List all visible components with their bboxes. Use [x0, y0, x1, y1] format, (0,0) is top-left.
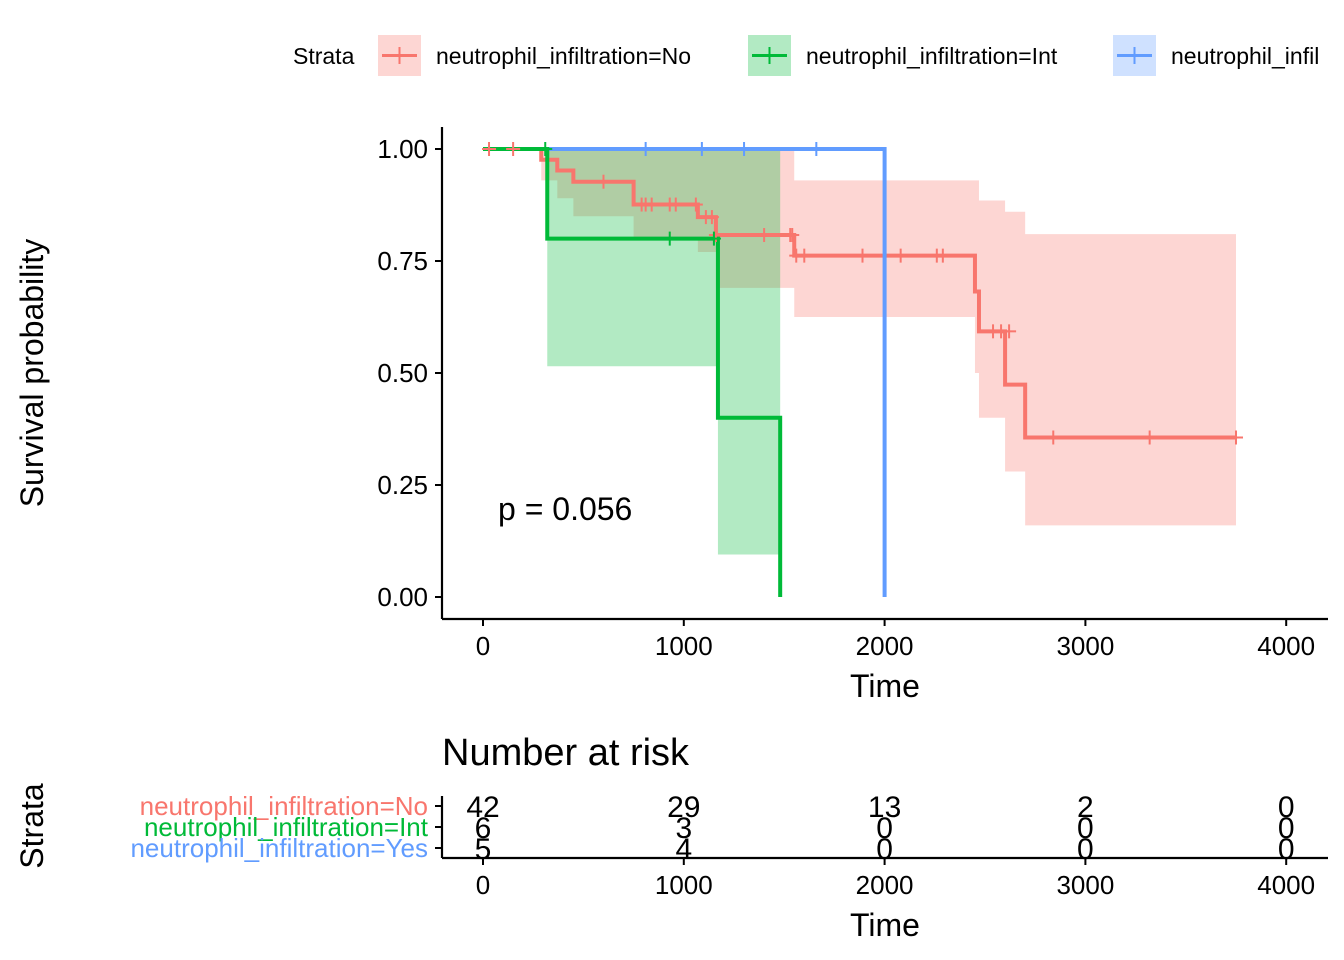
risk-table-title: Number at risk: [442, 732, 690, 774]
censor-mark: [708, 228, 723, 243]
risk-x-ticks: 0 1000 2000 3000 4000: [476, 858, 1315, 900]
risk-count: 0: [1278, 791, 1295, 824]
y-tick-label: 1.00: [377, 134, 428, 164]
censor-mark: [662, 231, 677, 246]
censor-mark: [1046, 430, 1061, 445]
survival-panel: 0.00 0.25 0.50 0.75 1.00 0 1000 2000 3000 4000 T…: [14, 127, 1328, 704]
censor-mark: [893, 248, 908, 263]
censor-mark: [506, 142, 521, 156]
confidence-band: [483, 149, 1236, 526]
risk-row-label: neutrophil_infiltration=No: [140, 791, 428, 821]
censor-mark: [596, 174, 611, 189]
risk-count: 0: [1077, 833, 1094, 866]
y-axis-title: Survival probability: [14, 239, 50, 508]
censor-mark: [1142, 430, 1157, 445]
x-tick-label: 3000: [1056, 631, 1114, 661]
risk-row: neutrophil_infiltration=No 42 29 13 2 0: [140, 791, 1295, 824]
risk-x-tick-label: 0: [476, 870, 490, 900]
risk-row-label: neutrophil_infiltration=Yes: [130, 833, 428, 863]
legend-entry: neutrophil_infil: [1113, 35, 1319, 76]
confidence-bands: [483, 149, 1236, 555]
risk-count: 0: [1077, 812, 1094, 845]
risk-count: 0: [1278, 833, 1295, 866]
risk-row: neutrophil_infiltration=Int 6 3 0 0 0: [144, 812, 1295, 845]
legend-title: Strata: [293, 43, 355, 69]
censor-mark: [935, 248, 950, 263]
censor-mark: [737, 142, 752, 156]
censor-mark: [706, 231, 721, 246]
censor-mark: [809, 142, 824, 156]
risk-count: 2: [1077, 791, 1094, 824]
risk-count: 29: [667, 791, 700, 824]
y-ticks: 0.00 0.25 0.50 0.75 1.00: [377, 134, 442, 612]
y-tick-label: 0.75: [377, 246, 428, 276]
censor-mark: [644, 197, 659, 212]
censor-mark: [785, 228, 800, 243]
risk-count: 5: [475, 833, 492, 866]
risk-count: 3: [675, 812, 692, 845]
legend: Strata neutrophil_infiltration=No neutrop…: [293, 35, 1319, 76]
legend-entry: neutrophil_infiltration=No: [378, 35, 691, 76]
censor-mark: [1002, 324, 1017, 339]
censor-mark: [704, 210, 719, 225]
censor-mark: [538, 142, 553, 156]
risk-x-tick-label: 4000: [1257, 870, 1315, 900]
censor-mark: [638, 142, 653, 156]
survival-curve: [483, 147, 1236, 440]
risk-x-tick-label: 1000: [655, 870, 713, 900]
censor-mark: [797, 248, 812, 263]
censor-mark: [694, 142, 709, 156]
risk-x-tick-label: 2000: [856, 870, 914, 900]
risk-count: 0: [876, 833, 893, 866]
risk-x-axis-title: Time: [850, 907, 920, 943]
censor-mark: [482, 142, 497, 156]
risk-row-label: neutrophil_infiltration=Int: [144, 812, 429, 842]
survival-curve: [483, 147, 887, 597]
p-value-annotation: p = 0.056: [498, 491, 632, 527]
x-ticks: 0 1000 2000 3000 4000: [476, 619, 1315, 661]
y-tick-label: 0.00: [377, 582, 428, 612]
legend-label: neutrophil_infil: [1171, 43, 1319, 69]
risk-count: 0: [1278, 812, 1295, 845]
risk-row: neutrophil_infiltration=Yes 5 4 0 0 0: [130, 833, 1294, 866]
x-tick-label: 2000: [856, 631, 914, 661]
censor-marks: [482, 142, 1243, 445]
censor-mark: [757, 228, 772, 243]
risk-count: 42: [466, 791, 499, 824]
x-tick-label: 4000: [1257, 631, 1315, 661]
risk-table-y-title: Strata: [14, 783, 50, 869]
risk-table: Number at risk Strata neutrophil_infiltr…: [14, 732, 1328, 943]
censor-mark: [668, 197, 683, 212]
risk-count: 13: [868, 791, 901, 824]
legend-label: neutrophil_infiltration=No: [436, 43, 691, 69]
risk-x-tick-label: 3000: [1056, 870, 1114, 900]
y-tick-label: 0.50: [377, 358, 428, 388]
x-tick-label: 0: [476, 631, 490, 661]
risk-count: 4: [675, 833, 692, 866]
x-axis-title: Time: [850, 668, 920, 704]
risk-count: 0: [876, 812, 893, 845]
censor-mark: [1229, 430, 1243, 445]
x-tick-label: 1000: [655, 631, 713, 661]
legend-entry: neutrophil_infiltration=Int: [748, 35, 1058, 76]
legend-label: neutrophil_infiltration=Int: [806, 43, 1058, 69]
risk-count: 6: [475, 812, 492, 845]
censor-mark: [688, 197, 703, 212]
censor-mark: [855, 248, 870, 263]
y-tick-label: 0.25: [377, 470, 428, 500]
confidence-band: [483, 149, 781, 555]
